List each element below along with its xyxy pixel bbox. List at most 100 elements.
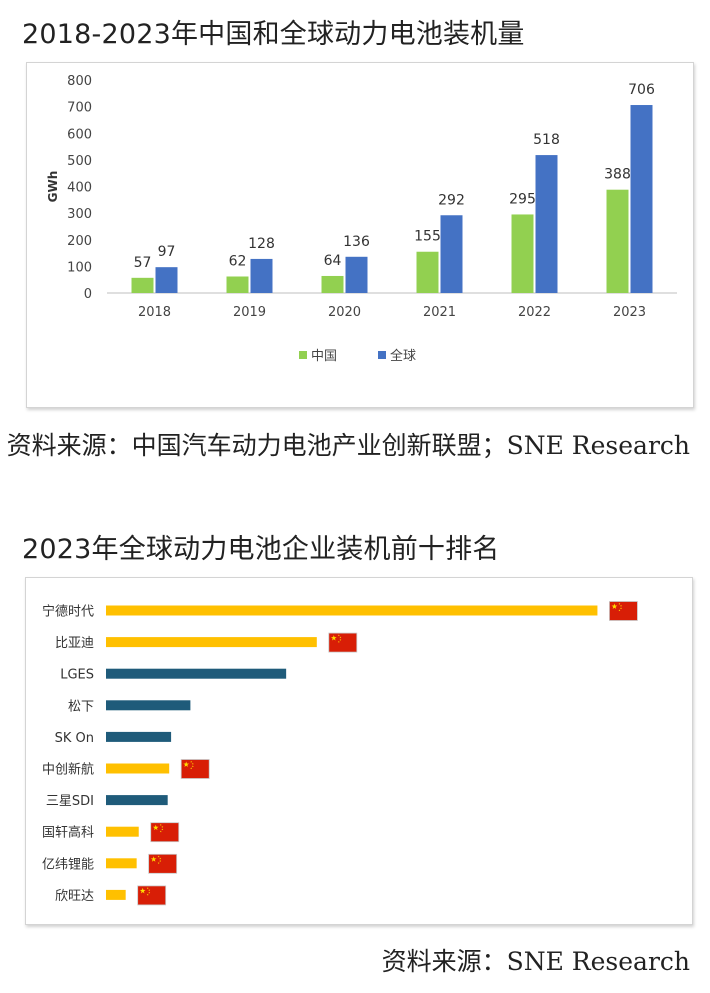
x-tick-label: 2023 — [613, 305, 646, 320]
legend-label: 全球 — [390, 348, 416, 364]
data-label: 518 — [533, 132, 560, 148]
company-label: 宁德时代 — [42, 604, 94, 620]
bar-全球 — [250, 258, 273, 293]
data-label: 64 — [324, 253, 342, 269]
flag-star — [152, 824, 159, 831]
y-axis-title: GWh — [46, 171, 60, 203]
flag-star — [159, 830, 162, 833]
china-flag-icon — [150, 822, 180, 843]
y-tick-label: 0 — [84, 287, 92, 302]
x-tick-label: 2018 — [138, 305, 171, 320]
company-label: 比亚迪 — [55, 636, 94, 651]
flag-star — [148, 891, 151, 894]
bar-中国 — [606, 189, 629, 293]
bar-全球 — [345, 256, 368, 293]
flag-star — [620, 604, 622, 607]
data-label: 155 — [414, 229, 441, 245]
flag-star — [339, 636, 342, 639]
y-tick-label: 300 — [67, 207, 92, 222]
data-label: 706 — [628, 82, 655, 98]
company-label: SK On — [55, 731, 94, 746]
y-tick-label: 800 — [67, 74, 92, 89]
company-label: 亿纬锂能 — [42, 857, 94, 872]
flag-star — [183, 761, 190, 767]
flag-star — [159, 824, 162, 826]
y-tick-label: 700 — [67, 101, 92, 116]
flag-star — [157, 855, 160, 858]
company-label: 三星SDI — [46, 794, 94, 809]
flag-star — [611, 603, 618, 609]
flag-star — [337, 634, 340, 637]
y-tick-label: 100 — [67, 260, 92, 275]
flag-star — [150, 856, 157, 862]
flag-field — [148, 853, 178, 874]
china-flag-icon — [609, 601, 638, 621]
company-label: LGES — [60, 668, 94, 683]
bar-中国 — [321, 275, 344, 293]
legend-swatch — [299, 351, 307, 359]
flag-star — [159, 857, 162, 860]
company-bar — [106, 731, 172, 742]
bar-全球 — [630, 105, 653, 293]
data-label: 388 — [604, 167, 631, 183]
flag-star — [190, 767, 193, 770]
company-bar — [106, 889, 126, 900]
company-bar — [106, 826, 139, 837]
x-tick-label: 2022 — [518, 305, 551, 320]
company-bar — [106, 763, 170, 774]
flag-star — [157, 862, 160, 864]
data-label: 97 — [158, 244, 176, 260]
china-flag-icon — [328, 632, 358, 653]
flag-star — [146, 887, 149, 890]
flag-field — [328, 632, 358, 653]
company-bar — [106, 605, 598, 616]
chart1-panel: GWh 0 100 200 300 400 500 600 700 800 2018 57 97 2019… — [26, 62, 694, 408]
bar-中国 — [131, 277, 154, 293]
company-bar — [106, 637, 317, 648]
x-tick-label: 2021 — [423, 305, 456, 320]
data-label: 62 — [229, 253, 247, 269]
company-label: 中创新航 — [42, 762, 94, 778]
flag-star — [618, 609, 621, 612]
bar-全球 — [535, 155, 558, 293]
china-flag-icon — [148, 853, 178, 874]
bar-中国 — [511, 214, 534, 293]
china-flag-icon — [137, 885, 167, 906]
flag-star — [330, 635, 337, 641]
flag-star — [161, 826, 164, 828]
flag-star — [146, 893, 149, 896]
flag-star — [159, 860, 162, 862]
bar-全球 — [440, 215, 463, 293]
chart2-panel: 宁德时代比亚迪 LGES 松下 SK On 中创新航三星SDI 国轩高科亿纬锂能欣旺达 — [25, 577, 693, 925]
chart2-source: 资料来源：SNE Research — [381, 947, 690, 976]
chart1-svg: GWh 0 100 200 300 400 500 600 700 800 2018 57 97 2019… — [46, 74, 677, 364]
y-tick-label: 200 — [67, 234, 92, 249]
company-label: 松下 — [68, 699, 94, 714]
company-bar — [106, 668, 287, 679]
flag-star — [148, 889, 151, 892]
data-label: 57 — [134, 255, 152, 271]
y-tick-label: 500 — [67, 154, 92, 169]
company-bar — [106, 795, 168, 806]
china-flag-icon — [180, 759, 210, 779]
company-label: 欣旺达 — [55, 889, 94, 904]
flag-field — [137, 885, 167, 906]
flag-star — [161, 828, 164, 831]
flag-star — [620, 607, 622, 610]
flag-star — [191, 765, 194, 768]
flag-field — [180, 759, 210, 779]
flag-star — [190, 760, 193, 763]
data-label: 128 — [248, 236, 275, 252]
y-tick-label: 600 — [67, 127, 92, 142]
company-label: 国轩高科 — [42, 825, 94, 841]
flag-star — [191, 762, 194, 765]
flag-star — [139, 887, 146, 894]
x-tick-label: 2019 — [233, 305, 266, 320]
legend-label: 中国 — [311, 349, 337, 364]
data-label: 295 — [509, 191, 536, 207]
flag-field — [150, 822, 180, 843]
bar-中国 — [416, 251, 439, 293]
flag-star — [339, 638, 342, 641]
data-label: 292 — [438, 192, 465, 208]
